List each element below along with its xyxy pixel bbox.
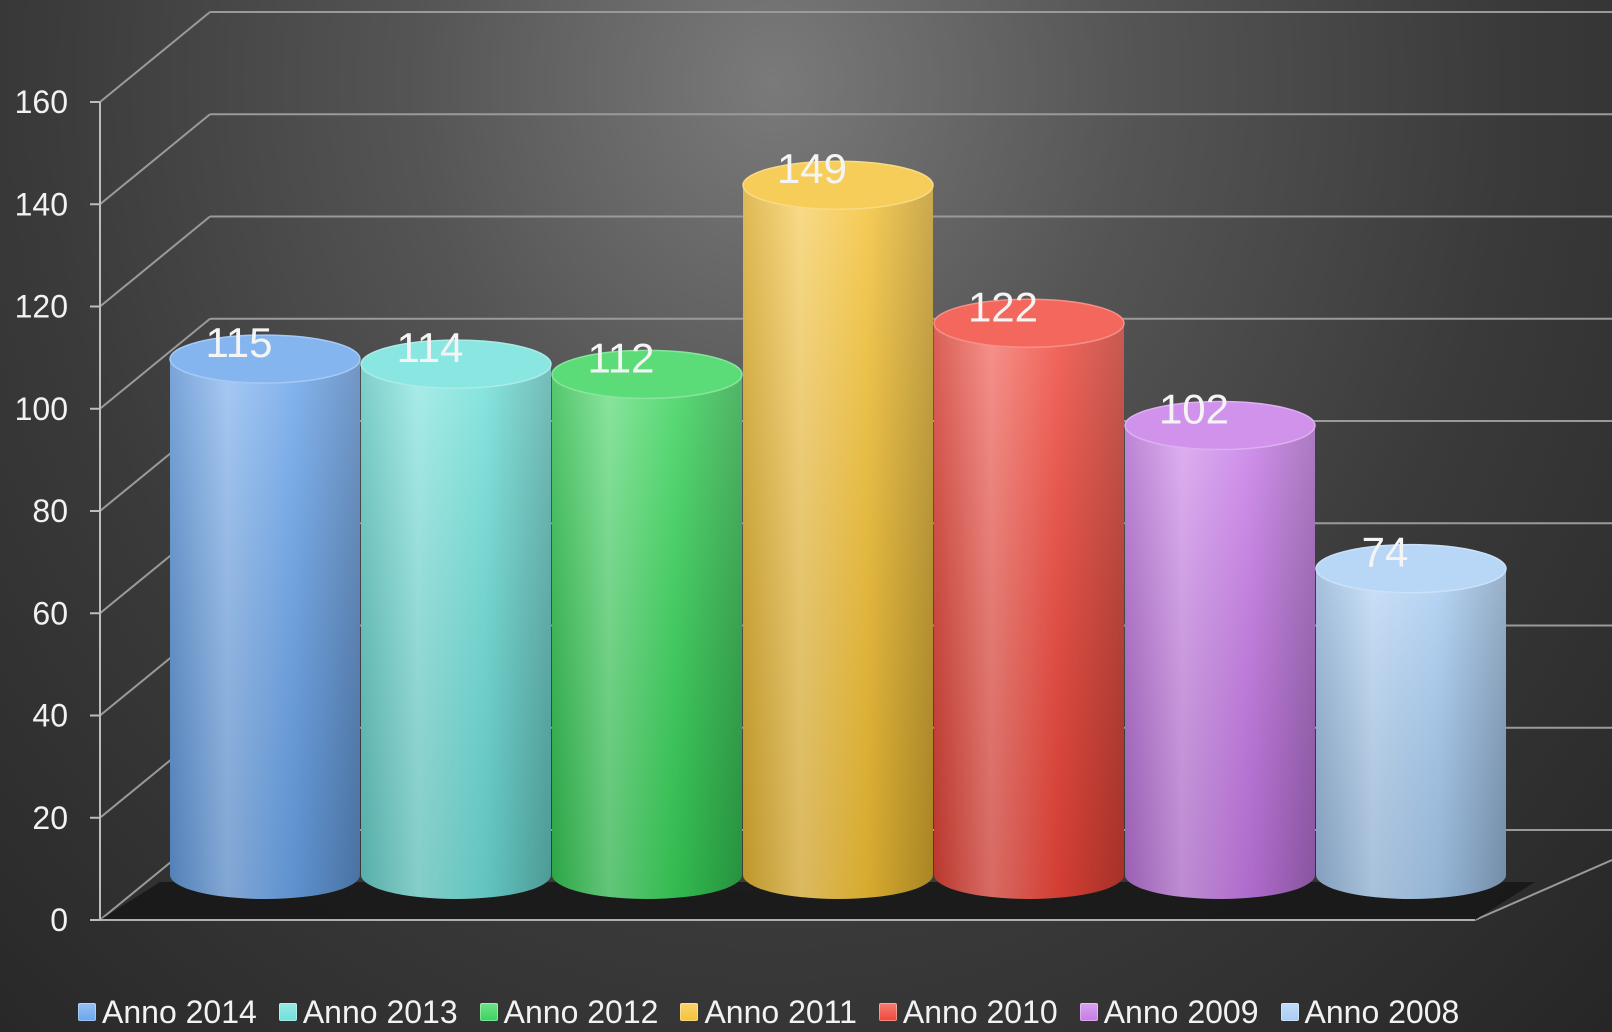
- bar-shade: [361, 364, 551, 899]
- legend-swatch: [278, 1003, 297, 1021]
- bar-shade: [1125, 425, 1315, 899]
- data-label: 115: [206, 319, 273, 366]
- gridline-diagonal: [99, 215, 211, 308]
- bars: [169, 160, 1507, 900]
- bar-top: [1315, 543, 1507, 594]
- bar-shade: [552, 374, 742, 899]
- data-labels: 115 114 112 149 122 102 74: [206, 145, 1409, 575]
- legend-item: Anno 2008: [1280, 993, 1460, 1031]
- bar-shade: [934, 323, 1124, 899]
- data-label: 114: [397, 324, 464, 371]
- y-tick-label: 20: [32, 800, 68, 836]
- legend: Anno 2014 Anno 2013 Anno 2012 Anno 2011 …: [78, 993, 1481, 1031]
- legend-item: Anno 2010: [878, 993, 1058, 1031]
- data-label: 149: [777, 145, 847, 192]
- y-tick-label: 80: [32, 493, 68, 529]
- legend-swatch: [1280, 1003, 1299, 1021]
- gridline-diagonal: [99, 113, 211, 206]
- legend-swatch: [1079, 1003, 1098, 1021]
- bar: [1315, 543, 1507, 899]
- bar-shade: [170, 359, 360, 899]
- bar: [169, 334, 361, 899]
- legend-label: Anno 2012: [503, 993, 659, 1030]
- legend-item: Anno 2009: [1079, 993, 1259, 1031]
- data-label: 122: [968, 283, 1038, 330]
- legend-item: Anno 2014: [78, 994, 257, 1031]
- legend-swatch: [78, 1003, 96, 1021]
- y-tick-label: 160: [15, 84, 68, 120]
- y-axis: 0 20 40 60 80 100 120 140 160: [15, 84, 101, 938]
- bar-top: [742, 160, 934, 210]
- legend-swatch: [878, 1003, 897, 1021]
- y-tick-label: 120: [15, 289, 68, 325]
- y-tick-label: 100: [15, 391, 68, 427]
- bar: [933, 298, 1125, 899]
- legend-item: Anno 2013: [278, 993, 458, 1031]
- floor-edge-right: [1474, 859, 1612, 921]
- data-label: 112: [588, 334, 655, 381]
- legend-label: Anno 2010: [902, 993, 1058, 1030]
- bar: [360, 339, 552, 899]
- data-label: 102: [1159, 386, 1229, 433]
- bar-top: [360, 339, 552, 389]
- y-tick-label: 0: [50, 902, 68, 938]
- legend-label: Anno 2013: [302, 993, 458, 1030]
- bar: [1124, 400, 1316, 899]
- legend-swatch: [479, 1003, 498, 1021]
- bar: [551, 349, 743, 899]
- bar-top: [169, 334, 361, 384]
- legend-label: Anno 2009: [1103, 993, 1259, 1030]
- bar-shade: [743, 185, 933, 900]
- legend-swatch: [680, 1003, 699, 1021]
- bar-top: [1124, 400, 1316, 451]
- legend-label: Anno 2008: [1304, 993, 1460, 1030]
- y-tick-label: 40: [32, 698, 68, 734]
- bar: [742, 160, 934, 900]
- legend-item: Anno 2012: [479, 993, 659, 1031]
- legend-item: Anno 2011: [680, 993, 857, 1031]
- y-tick-label: 140: [15, 186, 68, 222]
- y-tick-label: 60: [32, 595, 68, 631]
- bar-chart: 0 20 40 60 80 100 120 140 160 115 114 112 149 122 102…: [15, 11, 1612, 938]
- gridline-diagonal: [99, 11, 211, 103]
- data-label: 74: [1362, 529, 1409, 576]
- bar-top: [551, 349, 743, 400]
- gridline-diagonal: [99, 317, 211, 410]
- bar-top: [933, 298, 1125, 349]
- legend-label: Anno 2011: [704, 993, 857, 1030]
- legend-label: Anno 2014: [102, 993, 257, 1030]
- bar-shade: [1316, 568, 1506, 899]
